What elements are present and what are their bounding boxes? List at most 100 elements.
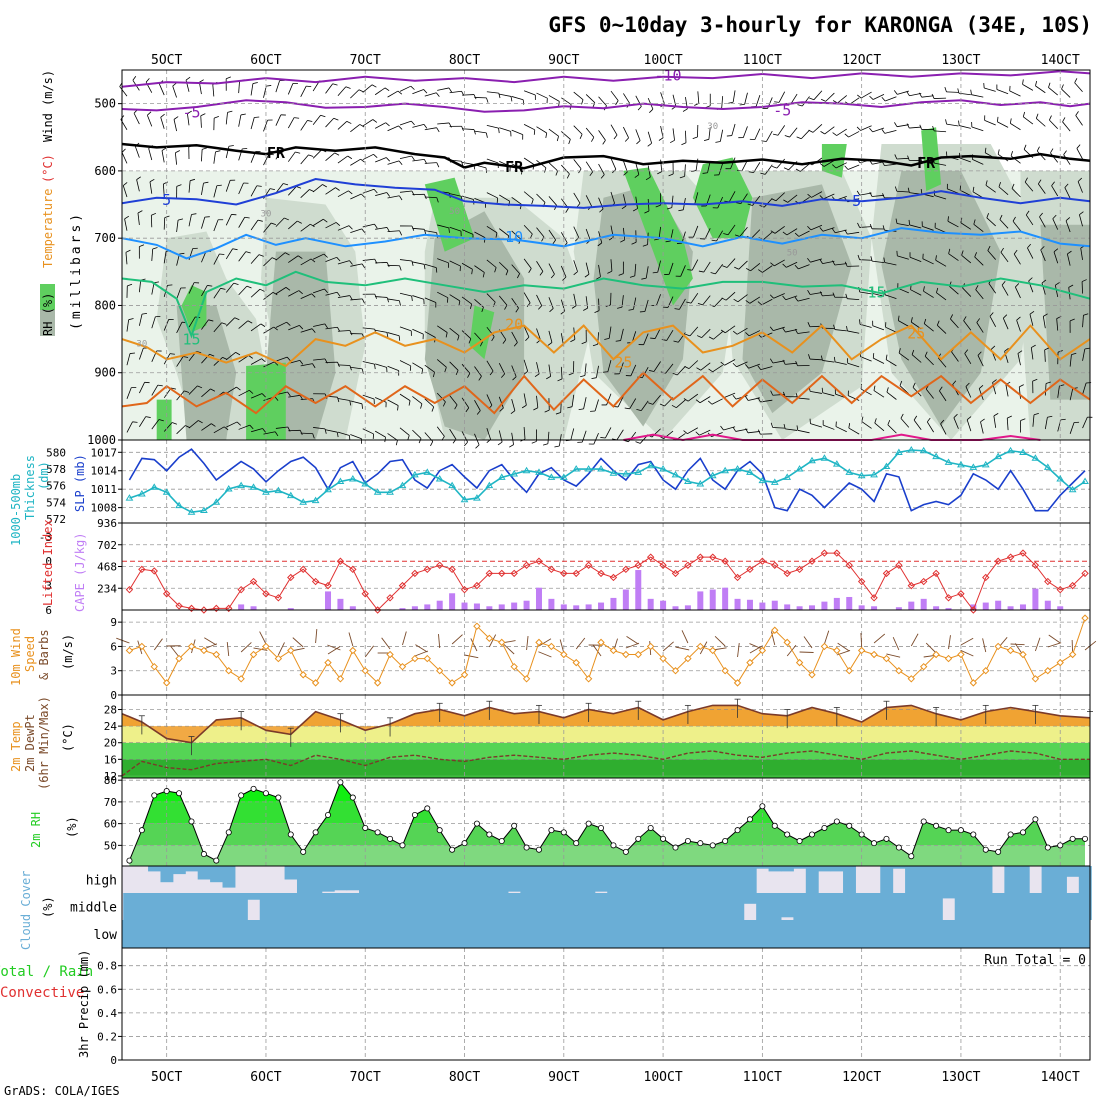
y-tick-label: 6	[45, 604, 52, 617]
wind-barb	[474, 399, 481, 411]
wind-barb-feather	[349, 330, 353, 336]
cloud-cell	[470, 866, 484, 893]
wind-barb-feather	[895, 218, 898, 224]
wind-barb	[626, 635, 639, 645]
thickness-point	[249, 483, 258, 490]
wind-speed-point	[299, 671, 307, 679]
wind-barb	[486, 225, 498, 234]
wind-barb	[511, 399, 516, 411]
wind-barb	[188, 282, 195, 294]
wind-barb	[449, 294, 461, 302]
wind-barb-feather	[1039, 212, 1043, 218]
thickness-point	[410, 470, 419, 478]
lifted-index-point	[336, 557, 345, 565]
wind-barb	[963, 320, 972, 331]
wind-barb-feather	[594, 310, 600, 313]
wind-barb	[687, 393, 699, 402]
wind-barb	[596, 365, 599, 378]
wind-barb	[584, 363, 587, 376]
wind-barb	[1049, 119, 1059, 130]
wind-barb	[300, 154, 309, 165]
wind-barb	[523, 124, 535, 131]
wind-barb	[947, 220, 959, 228]
wind-speed-point	[1056, 658, 1064, 667]
ylabel-precip: 3hr Precip (mm)	[77, 950, 91, 1058]
wind-barb-feather	[819, 227, 824, 232]
wind-barb-feather	[926, 417, 931, 423]
wind-barb	[126, 353, 131, 366]
wind-barb	[1023, 116, 1034, 125]
cloud-cell	[210, 866, 224, 883]
wind-barb-feather	[436, 162, 440, 168]
wind-barb	[909, 93, 922, 97]
wind-barb-feather	[648, 402, 654, 405]
wind-barb-feather	[783, 199, 788, 203]
wind-barb-feather	[1050, 148, 1054, 154]
wind-barb-feather	[348, 190, 353, 195]
wind-barb	[647, 131, 653, 144]
cloud-row-label: high	[86, 874, 117, 889]
wind-barb-feather	[446, 297, 449, 303]
thickness-point	[299, 498, 308, 505]
wind-barb	[1079, 214, 1083, 227]
wind-barb	[451, 634, 463, 645]
wind-barb-feather	[157, 384, 163, 387]
wind-barb-feather	[196, 350, 202, 354]
wind-barb	[824, 126, 835, 135]
thickness-point	[1068, 485, 1077, 493]
cloud-cell	[346, 866, 360, 891]
wind-speed-point	[659, 654, 667, 663]
cape-bar	[622, 589, 629, 610]
wind-barb-feather	[1041, 279, 1047, 284]
cape-bar	[871, 606, 878, 610]
wind-barb-feather	[623, 171, 628, 176]
wind-barb-feather	[123, 182, 128, 186]
wind-barb-feather	[430, 441, 434, 447]
wind-barb	[225, 352, 236, 361]
wind-barb-feather	[1062, 117, 1066, 123]
wind-speed-point	[758, 646, 767, 655]
wind-barb	[672, 128, 675, 141]
wind-barb-feather	[269, 188, 275, 191]
isotherm-label: -10	[655, 67, 682, 85]
wind-barb-feather	[161, 147, 167, 151]
y-tick-label: 576	[46, 480, 66, 493]
wind-barb-feather	[531, 441, 537, 444]
wind-barb	[536, 328, 541, 340]
y-tick-label: 578	[46, 463, 66, 476]
wind-speed-point	[485, 634, 494, 643]
cloud-cell	[309, 866, 323, 893]
wind-barb	[200, 115, 202, 128]
wind-barb	[122, 185, 128, 198]
wind-barb	[665, 363, 674, 374]
wind-barb-feather	[883, 257, 886, 263]
wind-barb-feather	[645, 176, 651, 181]
wind-barb	[374, 430, 386, 438]
wind-barb	[312, 218, 324, 226]
wind-barb	[884, 130, 897, 134]
wind-barb	[973, 223, 984, 232]
wind-barb-feather	[869, 191, 873, 197]
wind-barb-feather	[856, 126, 861, 131]
rh-point	[449, 846, 456, 853]
rh-point	[846, 822, 853, 829]
wind-barb	[313, 427, 326, 430]
wind-barb	[362, 188, 375, 194]
wind-speed-point	[361, 667, 369, 675]
wind-barb-feather	[373, 154, 378, 158]
wind-barb-feather	[631, 241, 637, 245]
rh-point	[895, 844, 902, 851]
wind-barb-feather	[386, 332, 389, 338]
cloud-cell	[843, 893, 856, 920]
wind-barb	[623, 93, 631, 104]
wind-barb-feather	[311, 293, 316, 298]
wind-barb	[486, 293, 496, 303]
wind-barb	[337, 260, 350, 265]
wind-barb	[773, 326, 785, 332]
wind-barb-feather	[769, 326, 774, 331]
wind-barb	[700, 362, 711, 371]
wind-barb-feather	[248, 355, 253, 359]
wind-barb	[548, 196, 558, 206]
wind-barb	[1064, 187, 1071, 199]
ylabel-temp-3: (6hr Min/Max)	[37, 696, 51, 790]
